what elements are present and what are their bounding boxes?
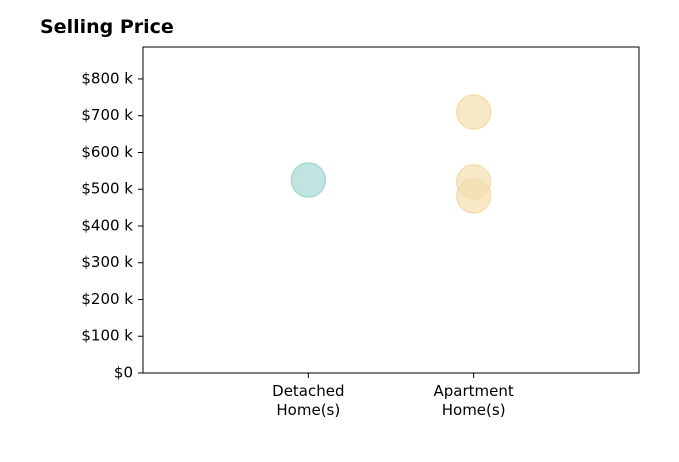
y-tick-label: $0 [114, 364, 133, 382]
plot-frame [142, 46, 640, 374]
point [455, 94, 492, 130]
y-tick-label: $800 k [81, 69, 133, 87]
point [455, 178, 492, 214]
y-tick-label: $300 k [81, 253, 133, 271]
y-tick-label: $200 k [81, 290, 133, 308]
x-tick-label: Detached Home(s) [272, 382, 345, 419]
chart-title: Selling Price [40, 16, 174, 38]
x-tick-label: Apartment Home(s) [433, 382, 514, 419]
point [290, 162, 327, 198]
y-tick-label: $400 k [81, 216, 133, 234]
y-tick-label: $100 k [81, 327, 133, 345]
y-tick-label: $600 k [81, 143, 133, 161]
y-tick-label: $700 k [81, 106, 133, 124]
y-tick-label: $500 k [81, 180, 133, 198]
